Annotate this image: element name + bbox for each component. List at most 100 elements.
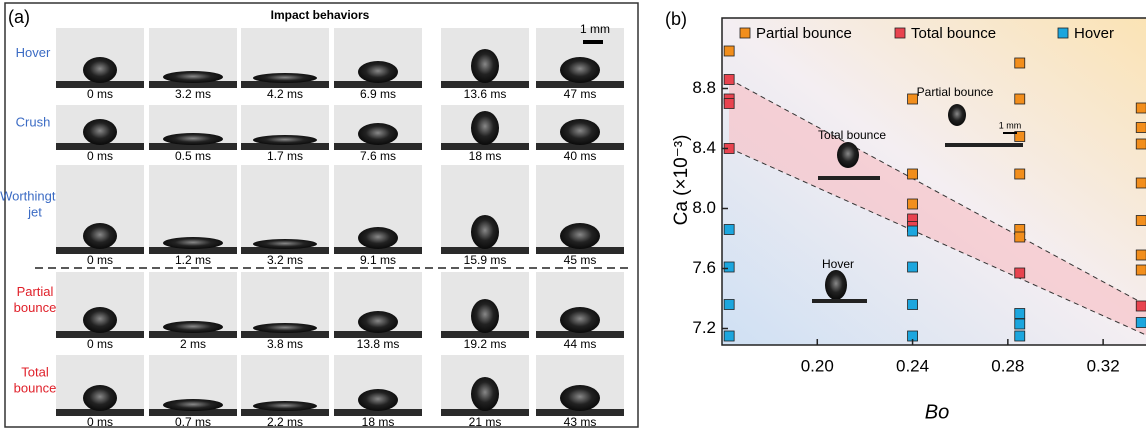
point [908,300,918,310]
droplet [358,227,398,249]
time-label: 13.8 ms [357,337,400,351]
panel-label: (a) [8,7,30,27]
inset-drop [825,270,847,300]
point [1136,318,1146,328]
point [908,199,918,209]
droplet [253,239,317,249]
droplet [471,215,499,249]
droplet [560,57,600,83]
row-label: jet [27,204,42,219]
row-label: Hover [16,45,51,60]
legend-swatch [1058,28,1068,38]
row-label: Partial [17,284,54,299]
droplet [83,385,117,411]
point [724,331,734,341]
time-label: 0 ms [87,337,113,351]
figure: Hover0 ms3.2 ms4.2 ms6.9 ms13.6 ms47 msC… [0,0,1146,428]
point [908,262,918,272]
point [724,46,734,56]
droplet [253,401,317,411]
point [908,226,918,236]
annotation: Partial bounce [917,85,994,99]
droplet [163,71,223,83]
time-label: 6.9 ms [360,87,396,101]
annotation: Total bounce [818,128,886,142]
droplet [471,49,499,83]
droplet [163,321,223,333]
point [724,262,734,272]
droplet [253,323,317,333]
point [724,99,734,109]
time-label: 0 ms [87,415,113,428]
point [1136,139,1146,149]
droplet [163,237,223,249]
time-label: 18 ms [469,149,502,163]
inset-substrate [818,176,880,180]
legend-swatch [740,28,750,38]
time-label: 19.2 ms [464,337,507,351]
droplet [560,307,600,333]
droplet [471,377,499,411]
time-label: 13.6 ms [464,87,507,101]
time-label: 0.7 ms [175,415,211,428]
row-label: Total [21,364,49,379]
point [1136,178,1146,188]
annotation: Hover [822,257,854,271]
point [1015,319,1025,329]
point [1136,123,1146,133]
point [1136,301,1146,311]
droplet [253,73,317,83]
time-label: 45 ms [564,253,597,267]
time-label: 0 ms [87,149,113,163]
time-label: 43 ms [564,415,597,428]
point [1015,268,1025,278]
panel-title: Impact behaviors [271,8,370,22]
time-label: 44 ms [564,337,597,351]
y-axis-label: Ca (×10⁻³) [671,135,692,226]
row-label: bounce [14,300,57,315]
time-label: 15.9 ms [464,253,507,267]
droplet [83,119,117,145]
annotation: 1 mm [999,120,1022,130]
time-label: 0 ms [87,87,113,101]
time-label: 3.2 ms [267,253,303,267]
inset-drop [837,142,859,168]
point [1136,250,1146,260]
x-tick-label: 0.28 [991,356,1024,375]
legend-label: Partial bounce [756,25,852,42]
time-label: 40 ms [564,149,597,163]
time-label: 2.2 ms [267,415,303,428]
time-label: 0.5 ms [175,149,211,163]
droplet [560,119,600,145]
x-axis-label: Bo [925,401,949,423]
point [1136,216,1146,226]
time-label: 3.8 ms [267,337,303,351]
droplet [358,311,398,333]
point [724,300,734,310]
droplet [560,223,600,249]
point [1015,169,1025,179]
scale-label: 1 mm [580,22,610,36]
droplet [358,61,398,83]
y-tick-label: 8.0 [692,198,716,217]
droplet [471,111,499,145]
droplet [163,399,223,411]
time-label: 18 ms [362,415,395,428]
time-label: 3.2 ms [175,87,211,101]
point [1136,265,1146,275]
droplet [163,133,223,145]
legend-label: Total bounce [911,25,996,42]
droplet [253,135,317,145]
row-label: Crush [16,114,51,129]
point [724,225,734,235]
inset-drop [948,104,966,126]
point [908,169,918,179]
page: {"panel_a":{"label":"(a)","title":"Impac… [0,0,1146,428]
droplet [83,57,117,83]
point [1015,58,1025,68]
legend-label: Hover [1074,25,1114,42]
time-label: 0 ms [87,253,113,267]
legend-swatch [895,28,905,38]
point [1015,94,1025,104]
droplet [471,299,499,333]
